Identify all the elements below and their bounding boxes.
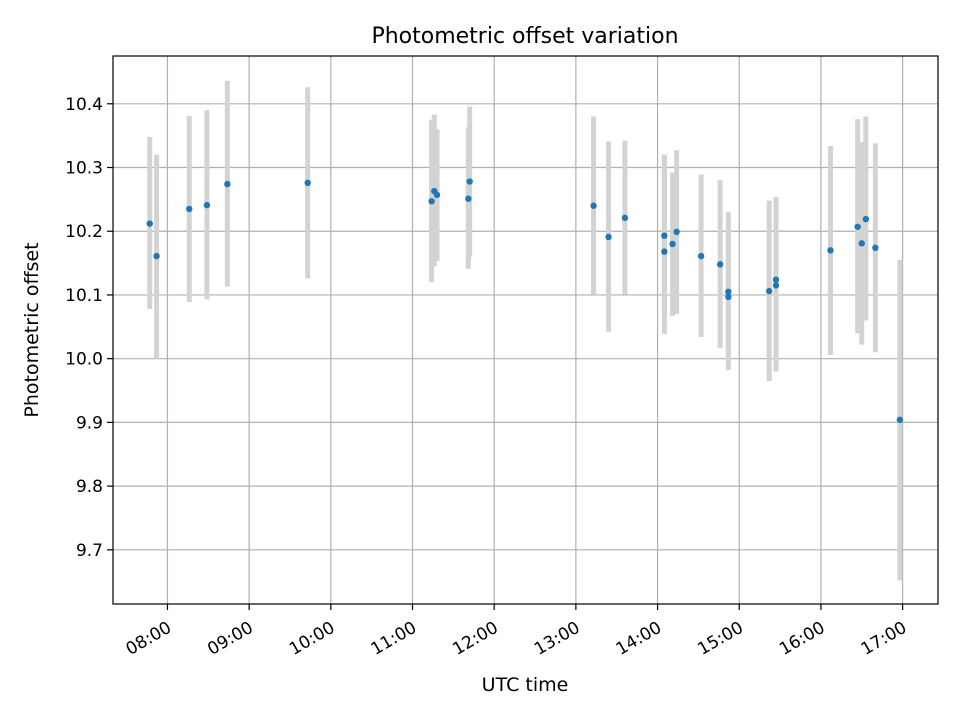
data-point bbox=[465, 195, 472, 202]
data-point bbox=[661, 232, 668, 239]
y-tick-label: 10.2 bbox=[65, 222, 103, 242]
grid-layer bbox=[113, 56, 938, 604]
data-point bbox=[590, 202, 597, 209]
data-point bbox=[203, 201, 211, 209]
data-point bbox=[304, 179, 311, 187]
data-point bbox=[621, 214, 629, 222]
data-point bbox=[428, 198, 435, 205]
data-point bbox=[186, 205, 193, 213]
data-point bbox=[146, 220, 153, 227]
data-point bbox=[224, 180, 231, 188]
data-point bbox=[827, 247, 834, 254]
data-point bbox=[725, 293, 732, 301]
y-tick-label: 9.8 bbox=[76, 477, 103, 497]
data-point bbox=[716, 261, 724, 268]
data-point bbox=[673, 228, 680, 236]
chart-title: Photometric offset variation bbox=[371, 24, 678, 49]
data-point bbox=[772, 276, 780, 283]
data-point bbox=[872, 244, 879, 251]
y-tick-label: 10.3 bbox=[65, 159, 103, 179]
data-point bbox=[765, 287, 773, 295]
point-layer bbox=[146, 178, 904, 424]
y-tick-label: 9.9 bbox=[76, 413, 103, 433]
y-tick-label: 9.7 bbox=[76, 541, 103, 561]
y-tick-label: 10.4 bbox=[65, 95, 103, 115]
y-tick-label: 10.1 bbox=[65, 286, 103, 306]
data-point bbox=[661, 248, 668, 255]
data-point bbox=[697, 252, 705, 260]
data-point bbox=[725, 288, 732, 295]
x-axis-label: UTC time bbox=[482, 674, 569, 696]
y-tick-label: 10.0 bbox=[65, 350, 103, 370]
data-point bbox=[605, 233, 612, 241]
data-point bbox=[772, 282, 780, 289]
data-point bbox=[153, 252, 160, 260]
data-point bbox=[433, 191, 441, 199]
data-point bbox=[854, 223, 861, 230]
plot-frame bbox=[112, 55, 939, 605]
data-point bbox=[669, 240, 676, 248]
data-point bbox=[858, 240, 865, 247]
data-point bbox=[896, 416, 904, 424]
y-axis-label: Photometric offset bbox=[21, 242, 43, 417]
data-point bbox=[862, 215, 870, 223]
data-point bbox=[466, 178, 473, 185]
